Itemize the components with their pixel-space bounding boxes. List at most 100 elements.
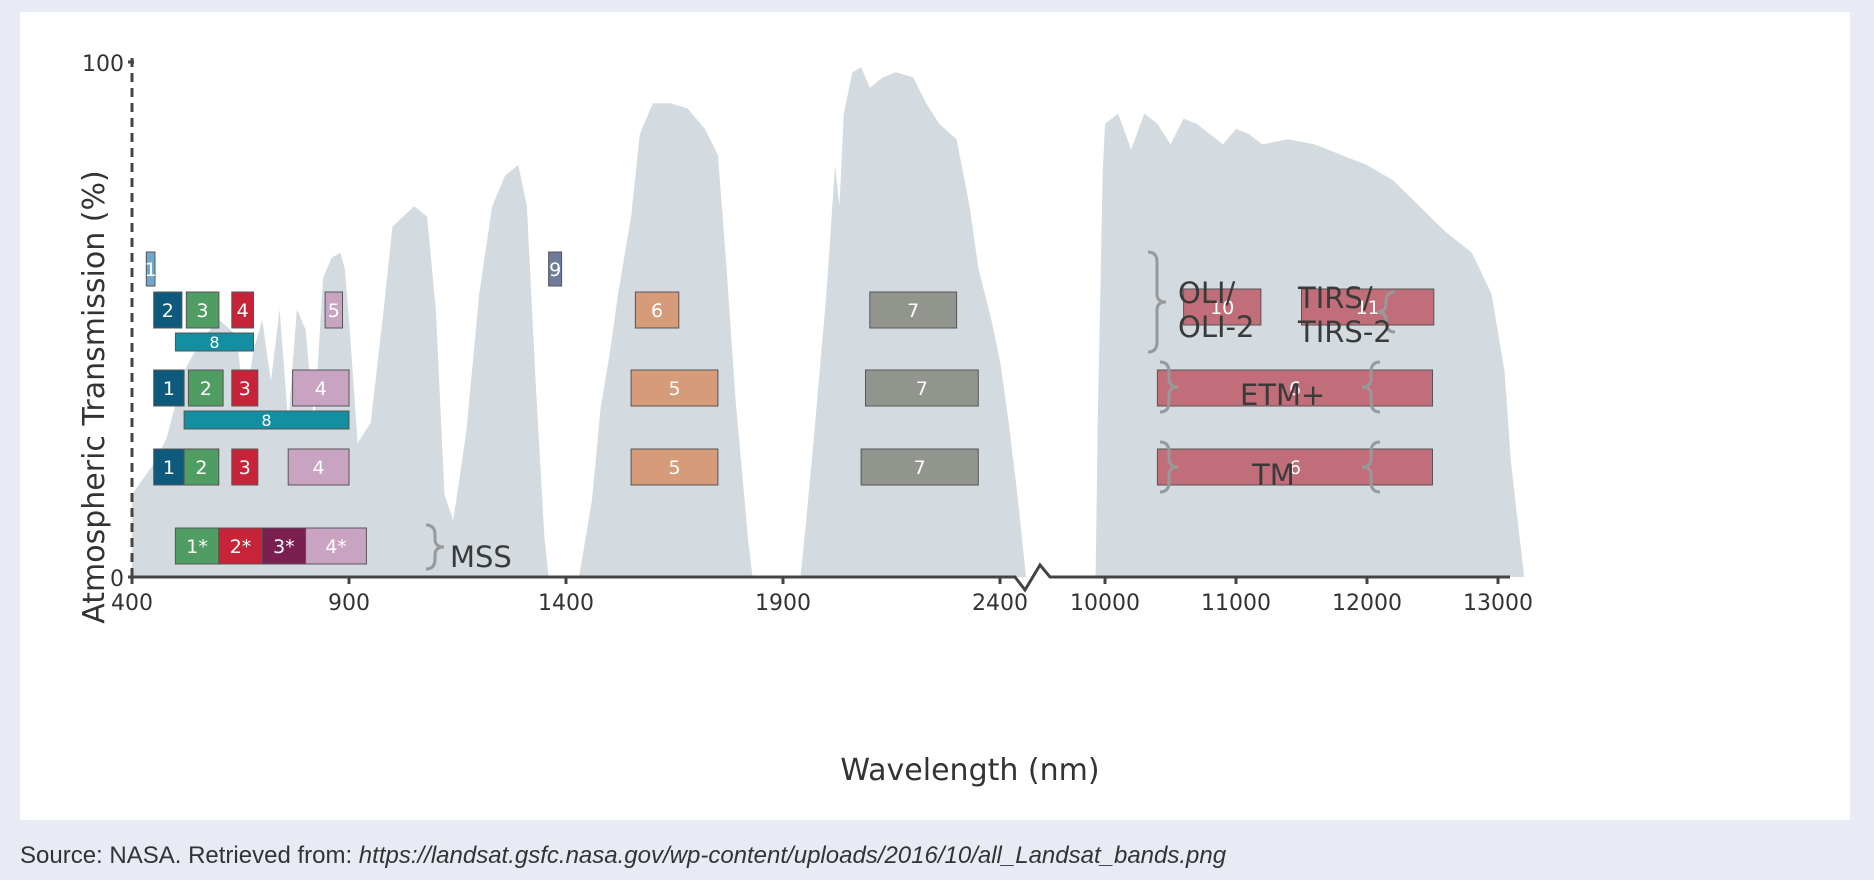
band-label: 2 <box>200 378 212 400</box>
band-label: 8 <box>261 411 271 430</box>
band-rect <box>183 448 220 486</box>
tm-tir-bracket <box>1361 440 1381 494</box>
band-etm-8: 8 <box>183 410 350 430</box>
band-label: 1 <box>145 259 157 281</box>
sensor-label-line: TM <box>1251 458 1295 492</box>
source-text: NASA. Retrieved from: <box>102 842 359 869</box>
band-label: 4 <box>313 457 325 479</box>
band-label: 4* <box>325 536 347 558</box>
oli-bracket <box>1147 250 1167 354</box>
sensor-label-tm: TM <box>1251 458 1295 492</box>
band-rect <box>153 448 185 486</box>
band-label: 3 <box>239 378 251 400</box>
source-url[interactable]: https://landsat.gsfc.nasa.gov/wp-content… <box>358 842 1227 869</box>
band-rect <box>1301 288 1435 326</box>
band-label: 5 <box>328 300 340 322</box>
band-tirs-tirs-2-11: 11 <box>1301 288 1435 326</box>
band-rect <box>153 369 185 407</box>
band-rect <box>1183 288 1262 326</box>
band-oli-oli-2-3: 3 <box>185 291 220 329</box>
band-label: 1* <box>186 536 208 558</box>
band-rect <box>634 291 680 329</box>
y-tick-label-100: 100 <box>82 52 124 77</box>
band-rect <box>1156 369 1434 407</box>
band-rect <box>261 527 307 565</box>
band-label: 3 <box>239 457 251 479</box>
chart-panel: 0 100 400 900 1400 1900 2400 10000 11000 12000 130… <box>20 12 1850 820</box>
sensor-label-line: TIRS/ <box>1297 281 1373 315</box>
band-label: 7 <box>916 378 928 400</box>
sensor-label-line: MSS <box>450 540 512 574</box>
band-label: 8 <box>209 333 219 352</box>
band-rect <box>630 369 719 407</box>
tirs-bracket <box>1376 290 1396 334</box>
sensor-label-tirs-tirs-2: TIRS/TIRS-2 <box>1297 281 1392 349</box>
band-oli-oli-2-1: 1 <box>145 251 157 287</box>
x-axis-title: Wavelength (nm) <box>840 753 1099 788</box>
band-oli-oli-2-6: 6 <box>634 291 680 329</box>
band-mss-4star: 4* <box>305 527 367 565</box>
band-label: 6 <box>651 300 663 322</box>
sensor-label-oli-oli-2: OLI/OLI-2 <box>1178 276 1254 344</box>
sensor-label-line: OLI/ <box>1178 276 1236 310</box>
x-tick-label-1400: 1400 <box>538 591 594 616</box>
band-rect <box>231 291 255 329</box>
band-label: 2 <box>195 457 207 479</box>
band-label: 11 <box>1356 297 1380 319</box>
x-tick-label-11000: 11000 <box>1201 591 1271 616</box>
band-rect <box>324 291 344 329</box>
source-prefix: Source: <box>20 842 103 869</box>
band-rect <box>869 291 958 329</box>
band-rect <box>231 369 259 407</box>
x-axis-line <box>132 562 1510 593</box>
band-label: 2 <box>162 300 174 322</box>
band-etm-4: 4 <box>292 369 350 407</box>
sensor-label-line: ETM+ <box>1240 378 1325 412</box>
band-label: 6 <box>1289 378 1301 400</box>
band-tm-3: 3 <box>231 448 259 486</box>
band-label: 4 <box>237 300 249 322</box>
band-rect <box>183 410 350 430</box>
x-tick-label-400: 400 <box>111 591 153 616</box>
band-etm-3: 3 <box>231 369 259 407</box>
band-oli-oli-2-9: 9 <box>548 251 563 287</box>
band-rect <box>185 291 220 329</box>
band-rect <box>287 448 350 486</box>
y-tick-label-0: 0 <box>110 567 124 592</box>
band-rect <box>292 369 350 407</box>
band-label: 3 <box>196 300 208 322</box>
landsat-bands-chart: 0 100 400 900 1400 1900 2400 10000 11000 12000 130… <box>77 52 1533 788</box>
band-mss-1star: 1* <box>174 527 220 565</box>
band-rect <box>174 527 220 565</box>
sensor-label-line: OLI-2 <box>1178 310 1254 344</box>
band-rect <box>153 291 183 329</box>
band-mss-2star: 2* <box>218 527 263 565</box>
etm-bracket <box>1159 360 1179 414</box>
band-rect <box>187 369 224 407</box>
band-label: 7 <box>907 300 919 322</box>
mss-bracket <box>425 523 445 571</box>
band-tirs-tirs-2-10: 10 <box>1183 288 1262 326</box>
sensor-label-line: TIRS-2 <box>1297 315 1392 349</box>
band-oli-oli-2-5: 5 <box>324 291 344 329</box>
band-rect <box>860 448 979 486</box>
band-label: 3* <box>273 536 295 558</box>
band-oli-oli-2-4: 4 <box>231 291 255 329</box>
band-rect <box>231 448 259 486</box>
band-etm-2: 2 <box>187 369 224 407</box>
band-tm-2: 2 <box>183 448 220 486</box>
band-label: 6 <box>1289 457 1301 479</box>
tm-bracket <box>1159 440 1179 494</box>
x-tick-label-2400: 2400 <box>972 591 1028 616</box>
band-rect <box>145 251 156 287</box>
sensor-label-mss: MSS <box>450 540 512 574</box>
band-label: 4 <box>315 378 327 400</box>
band-tm-5: 5 <box>630 448 719 486</box>
y-axis-title: Atmospheric Transmission (%) <box>77 170 112 623</box>
band-rect <box>548 251 563 287</box>
band-rect <box>174 332 254 352</box>
transmission-area-1 <box>132 67 1026 577</box>
etm-tir-bracket <box>1361 360 1381 414</box>
band-rect <box>1156 448 1434 486</box>
x-tick-label-13000: 13000 <box>1463 591 1533 616</box>
